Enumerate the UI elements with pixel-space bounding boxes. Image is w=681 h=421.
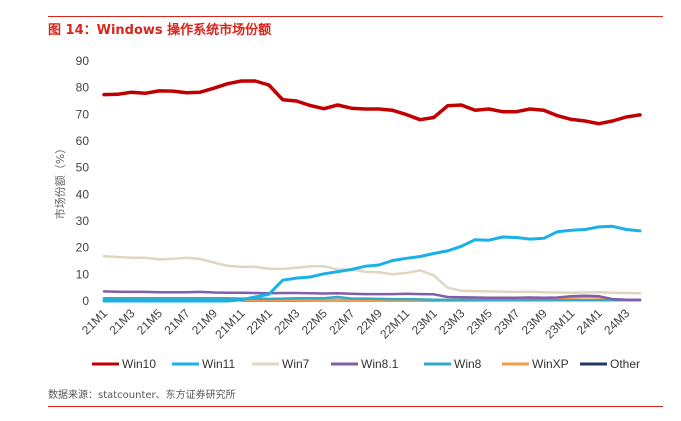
chart-legend: Win10 Win11 Win7 Win8.1 Win8 WinXP Other (92, 357, 640, 371)
series-line-win11 (102, 224, 642, 303)
series-line-win10 (102, 79, 642, 126)
y-tick-label: 60 (76, 134, 90, 148)
y-tick-label: 0 (82, 294, 89, 308)
y-tick-label: 80 (76, 81, 90, 95)
top-rule (48, 16, 663, 17)
x-tick-label: 21M7 (161, 306, 192, 337)
y-tick-label: 30 (76, 214, 90, 228)
x-tick-label: 23M3 (436, 306, 467, 337)
x-tick-label: 23M7 (491, 306, 522, 337)
y-tick-label: 50 (76, 161, 90, 175)
legend-label-other: Other (610, 357, 640, 371)
x-tick-label: 22M7 (326, 306, 357, 337)
x-tick-label: 23M1 (409, 306, 440, 337)
y-tick-label: 40 (76, 187, 90, 201)
x-tick-label: 22M3 (271, 306, 302, 337)
x-tick-label: 22M5 (299, 306, 330, 337)
series-line-win7 (102, 254, 642, 295)
y-tick-label: 70 (76, 107, 90, 121)
legend-label-win11: Win11 (202, 357, 235, 371)
x-tick-label: 21M5 (134, 306, 165, 337)
chart-series (102, 79, 642, 303)
y-tick-label: 90 (76, 54, 90, 68)
x-tick-label: 22M11 (377, 306, 412, 341)
x-tick-label: 21M11 (212, 306, 247, 341)
legend-label-win7: Win7 (282, 357, 310, 371)
y-axis-label: 市场份额（%） (53, 143, 67, 219)
bottom-rule (48, 406, 663, 407)
legend-label-win8: Win8 (454, 357, 482, 371)
source-note: 数据来源：statcounter、东方证券研究所 (48, 390, 236, 401)
legend-label-winxp: WinXP (532, 357, 569, 371)
x-tick-label: 22M1 (244, 306, 275, 337)
x-tick-label: 24M3 (601, 306, 632, 337)
x-tick-label: 21M1 (79, 306, 110, 337)
x-tick-label: 24M1 (574, 306, 605, 337)
legend-label-win10: Win10 (122, 357, 156, 371)
x-tick-label: 23M5 (464, 306, 495, 337)
series-line-win8 (102, 295, 642, 302)
x-tick-label: 21M3 (106, 306, 137, 337)
series-line-win81 (102, 290, 642, 301)
figure-title: 图 14：Windows 操作系统市场份额 (48, 23, 272, 38)
y-tick-label: 10 (76, 267, 90, 281)
x-tick-label: 23M11 (542, 306, 577, 341)
legend-label-win81: Win8.1 (361, 357, 399, 371)
y-tick-label: 20 (76, 241, 90, 255)
